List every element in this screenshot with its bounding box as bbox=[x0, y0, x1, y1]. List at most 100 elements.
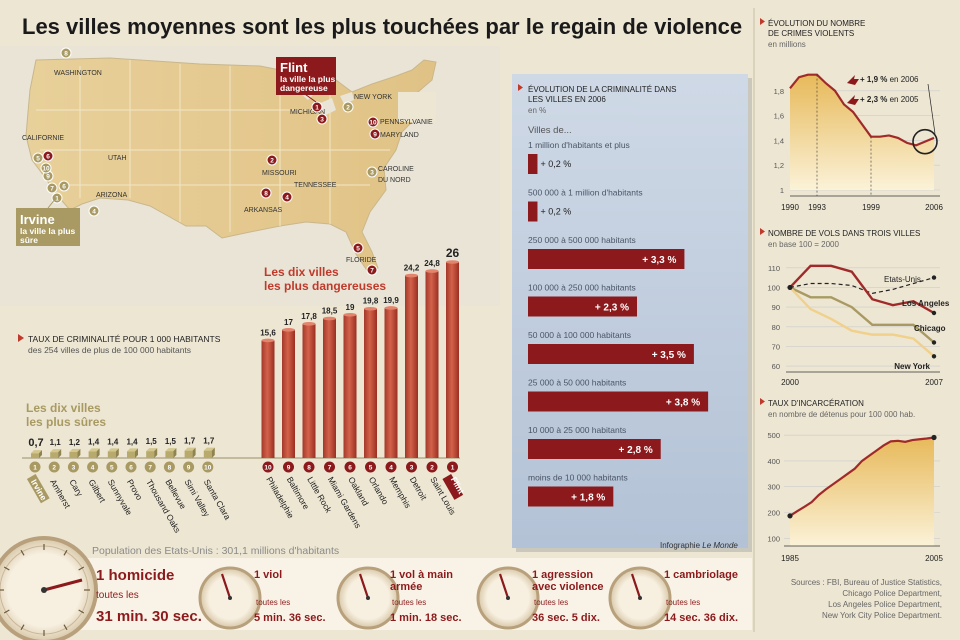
clock-tick bbox=[3, 566, 10, 571]
safe-bar bbox=[88, 451, 97, 458]
violent-title-2: DE CRIMES VIOLENTS bbox=[768, 29, 854, 38]
incarceration-subtitle: en nombre de détenus pour 100 000 hab. bbox=[768, 410, 915, 419]
safe-marker-label: 2 bbox=[346, 105, 350, 112]
robberies-line bbox=[789, 286, 935, 358]
robberies-ytick: 90 bbox=[772, 303, 780, 312]
danger-marker bbox=[260, 187, 272, 199]
robberies-xtick: 2007 bbox=[925, 378, 943, 387]
safe-city-label: Gilbert bbox=[87, 478, 108, 505]
safe-value-label: 1,4 bbox=[126, 437, 138, 446]
irvine-subtitle-1: la ville la plus bbox=[20, 226, 76, 236]
safe-rank-label: 1 bbox=[33, 465, 37, 472]
violent-ytick: 1,2 bbox=[774, 161, 784, 170]
map-label: NEW YORK bbox=[354, 94, 392, 101]
safe-bar-side bbox=[58, 449, 62, 458]
population-text: Population des Etats-Unis : 301,1 millio… bbox=[92, 545, 339, 557]
clock-title: 1 viol bbox=[254, 569, 282, 581]
danger-marker bbox=[369, 128, 381, 140]
safe-rank-label: 9 bbox=[187, 465, 191, 472]
source-line-2: Chicago Police Department, bbox=[842, 589, 942, 598]
map-label: UTAH bbox=[108, 155, 127, 162]
danger-bar-cap bbox=[282, 328, 295, 332]
safe-bar bbox=[69, 451, 78, 458]
growth-unit: en % bbox=[528, 106, 546, 115]
danger-bar-cap bbox=[343, 312, 357, 317]
safe-marker-label: 3 bbox=[370, 170, 374, 177]
incarceration-start-point bbox=[787, 513, 793, 519]
source-line-1: Sources : FBI, Bureau of Justice Statist… bbox=[791, 578, 942, 587]
safe-rank-label: 2 bbox=[52, 465, 56, 472]
safe-city-label: Irvine bbox=[29, 478, 49, 503]
safe-bar bbox=[107, 451, 116, 458]
danger-marker bbox=[367, 116, 379, 128]
incarceration-xtick: 1985 bbox=[781, 554, 799, 563]
clock-tick bbox=[78, 566, 85, 571]
robberies-line bbox=[789, 286, 935, 344]
clock-pin bbox=[366, 596, 370, 600]
clock-tick bbox=[63, 624, 68, 631]
map-label: MARYLAND bbox=[380, 132, 419, 139]
violent-annotation: + 2,3 % en 2005 bbox=[860, 95, 919, 104]
map-label: TENNESSEE bbox=[294, 182, 337, 189]
growth-bar bbox=[528, 154, 538, 174]
danger-marker-label: 8 bbox=[264, 191, 268, 198]
safe-marker-label: 1 bbox=[55, 196, 59, 203]
danger-marker-label: 6 bbox=[46, 154, 50, 161]
map-label: ARKANSAS bbox=[244, 207, 282, 214]
safe-bar-top bbox=[146, 448, 158, 452]
growth-bar bbox=[528, 344, 694, 364]
safe-marker-label: 4 bbox=[92, 209, 96, 216]
incarceration-area bbox=[790, 437, 934, 546]
danger-value-label: 24,8 bbox=[424, 259, 440, 268]
growth-value-label: + 3,3 % bbox=[642, 255, 676, 266]
clock-title: 1 agression bbox=[532, 569, 593, 581]
safe-bar-side bbox=[211, 447, 215, 458]
safe-rank-label: 3 bbox=[72, 465, 76, 472]
danger-rank-marker bbox=[426, 461, 438, 473]
danger-marker bbox=[266, 154, 278, 166]
violent-xtick: 1999 bbox=[862, 203, 880, 212]
danger-bar bbox=[446, 262, 459, 458]
irvine-callout: Irvine la ville la plus sûre bbox=[16, 197, 80, 246]
growth-label-prefix: Villes de... bbox=[528, 125, 572, 136]
violent-callout-line bbox=[927, 83, 936, 134]
danger-value-label: 17,8 bbox=[301, 312, 317, 321]
crime-rate-subtitle: des 254 villes de plus de 100 000 habita… bbox=[28, 345, 191, 355]
safe-marker bbox=[366, 166, 378, 178]
danger-marker bbox=[311, 101, 323, 113]
violent-area bbox=[790, 74, 934, 190]
dangerous-title-2: les plus dangereuses bbox=[264, 279, 386, 293]
clock-strip: Population des Etats-Unis : 301,1 millio… bbox=[0, 536, 752, 640]
robberies-series-label: Etats-Unis bbox=[884, 275, 921, 284]
credit-prefix: Infographie bbox=[660, 541, 702, 550]
safe-marker-label: 9 bbox=[46, 174, 50, 181]
safe-value-label: 1,4 bbox=[88, 437, 100, 446]
clock-tick bbox=[78, 609, 85, 614]
danger-value-label: 24,2 bbox=[404, 264, 420, 273]
incarceration-ytick: 200 bbox=[767, 508, 780, 517]
violent-ytick: 1 bbox=[780, 186, 784, 195]
danger-value-label: 19 bbox=[346, 303, 355, 312]
robberies-ytick: 80 bbox=[772, 323, 780, 332]
safe-bar-side bbox=[173, 448, 177, 458]
clock-title: 1 homicide bbox=[96, 567, 174, 584]
danger-bar bbox=[302, 323, 316, 458]
clock-time: 31 min. 30 sec. bbox=[96, 608, 202, 625]
incarceration-title: TAUX D'INCARCÉRATION bbox=[768, 399, 864, 408]
growth-value-label: + 3,5 % bbox=[652, 350, 686, 361]
safe-marker bbox=[58, 180, 70, 192]
crime-rate-title: TAUX DE CRIMINALITÉ POUR 1 000 HABITANTS bbox=[28, 334, 221, 344]
clock-hand bbox=[43, 578, 83, 592]
robberies-xtick: 2000 bbox=[781, 378, 799, 387]
safe-rank-marker bbox=[144, 461, 156, 473]
violent-arrow-icon bbox=[847, 75, 859, 85]
danger-value-label: 19,9 bbox=[383, 296, 399, 305]
danger-rank-marker bbox=[406, 461, 417, 473]
crime-rate-header: TAUX DE CRIMINALITÉ POUR 1 000 HABITANTS… bbox=[18, 334, 221, 355]
safe-city-label: Provo bbox=[125, 478, 145, 502]
flint-callout: Flint la ville la plus dangereuse bbox=[276, 57, 336, 103]
usa-map: WASHINGTON CALIFORNIE UTAH ARIZONA MISSOURI T… bbox=[0, 46, 500, 306]
safe-marker-label: 5 bbox=[36, 156, 40, 163]
clock-every: toutes les bbox=[666, 598, 700, 607]
